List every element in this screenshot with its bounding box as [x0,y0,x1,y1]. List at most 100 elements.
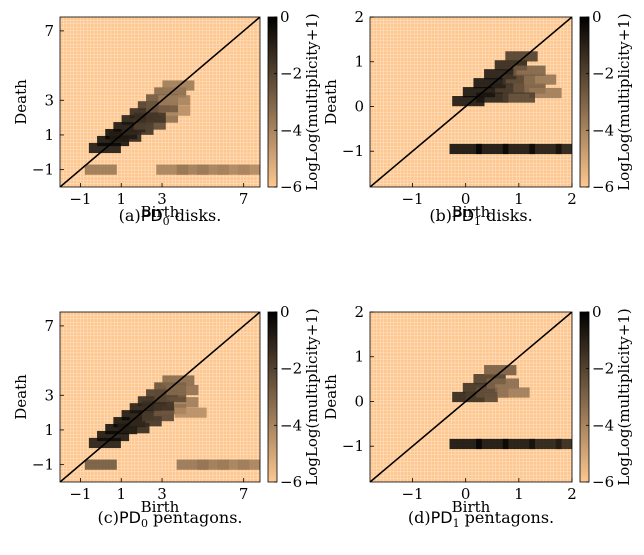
y-tick-label: −1 [32,456,54,474]
colorbar-label: LogLog(multiplicity+1) [303,13,321,190]
heatmap-cell [492,83,525,94]
plot-frame [369,311,573,483]
heatmap-cell [176,164,209,175]
colorbar [579,16,590,188]
x-tick-label: −1 [69,485,91,503]
colorbar-tick-label: −6 [592,178,614,196]
heatmap-cell [121,124,154,135]
caption-subscript: 1 [453,517,460,530]
fine-grid [60,312,260,482]
heatmap-cell [513,65,546,76]
heatmap-cell [117,423,150,434]
colorbar [579,311,590,483]
colorbar-tick-label: −2 [280,65,302,83]
x-tick-label: 2 [567,485,577,503]
heatmap-cells [449,51,572,155]
x-tick-label: 7 [239,190,249,208]
panel-pd0-disks: −1 1 3 7 −1 1 3 7 Birth Death 0 −2 −4 −6 LogLog(multip… [12,8,321,228]
x-tick-label: 3 [157,485,167,503]
heatmap-cell [217,459,250,470]
colorbar-label: LogLog(multiplicity+1) [615,308,633,485]
diagonal-line [370,312,572,482]
heatmap-cell [154,391,187,403]
colorbar-tick-label: −6 [280,473,302,491]
x-tick-label: 0 [461,485,471,503]
caption-suffix: pentagons. [460,508,555,527]
x-tick-label: 3 [157,190,167,208]
caption-subscript: 1 [474,215,481,228]
y-tick-label: 3 [44,91,54,109]
x-axis-label: Birth [452,498,491,516]
heatmap-cell [237,459,260,470]
y-tick-label: 1 [44,421,54,439]
caption: (b)PD1 disks. [429,206,532,228]
plot-frame [59,16,261,188]
x-tick-label: 1 [514,190,524,208]
heatmap-cell [529,438,562,450]
panel-pd1-pentagons: −1 0 1 2 −1 0 1 2 Birth Death 0 −2 −4 −6 LogLog(multip… [322,303,633,530]
y-tick-label: 3 [44,386,54,404]
plot-frame [59,311,261,483]
heatmap-cell [197,164,230,175]
heatmap-cell [129,416,162,427]
caption: (c)PD0 pentagons. [98,508,243,530]
heatmap-cell [473,78,506,89]
y-axis-label: Death [12,374,30,420]
caption-prefix: (d) [408,508,431,527]
caption-prefix: (c) [98,508,119,527]
heatmap-cell [502,92,536,103]
heatmap-cell [462,87,496,98]
caption-symbol: PD [452,206,474,225]
caption-symbol: PD [431,508,453,527]
heatmap-cell [497,387,530,398]
y-tick-label: −1 [32,161,54,179]
heatmap-cell [174,407,207,418]
heatmap-cell [237,164,260,175]
heatmap-cell [449,143,482,155]
heatmap-cell [486,378,520,389]
colorbar-tick-label: −4 [592,416,614,434]
diagonal-line [60,17,260,187]
colorbar-tick-label: −6 [592,473,614,491]
colorbar-tick-label: −2 [280,360,302,378]
y-axis-label: Death [12,79,30,125]
y-tick-label: −1 [342,437,364,455]
heatmap-cell [176,459,209,470]
colorbar-tick-label: 0 [280,303,290,321]
colorbar-tick-label: −6 [280,178,302,196]
x-tick-label: −1 [401,485,423,503]
heatmap-cell [452,96,485,107]
caption-suffix: pentagons. [148,508,243,527]
x-tick-label: −1 [69,190,91,208]
caption-symbol: PD [141,206,163,225]
y-tick-label: 0 [354,97,364,115]
x-tick-label: 1 [116,485,126,503]
heatmap-cell [476,438,509,450]
y-tick-label: 0 [354,392,364,410]
x-tick-label: 1 [116,190,126,208]
caption-subscript: 0 [163,215,170,228]
colorbar [267,16,278,188]
colorbar-label: LogLog(multiplicity+1) [303,308,321,485]
colorbar-tick-label: 0 [592,303,602,321]
caption-prefix: (b) [429,206,452,225]
heatmap-cell [529,87,562,99]
heatmap-cell [141,410,174,422]
caption: (a)PD0 disks. [119,206,222,228]
heatmap-cell [484,69,517,80]
colorbar-tick-label: −4 [280,416,302,434]
heatmap-cell [476,387,509,398]
heatmap-cell [555,438,572,450]
heatmap-cell [529,143,562,155]
caption-prefix: (a) [119,206,141,225]
heatmap-cell [84,164,117,175]
diagonal-line [370,17,572,187]
x-tick-label: 2 [567,190,577,208]
y-tick-label: 2 [354,303,364,321]
heatmap-cell [133,112,166,123]
y-tick-label: −1 [342,142,364,160]
colorbar-tick-label: 0 [592,8,602,26]
heatmap-cell [133,119,166,130]
heatmap-cell [523,74,557,85]
